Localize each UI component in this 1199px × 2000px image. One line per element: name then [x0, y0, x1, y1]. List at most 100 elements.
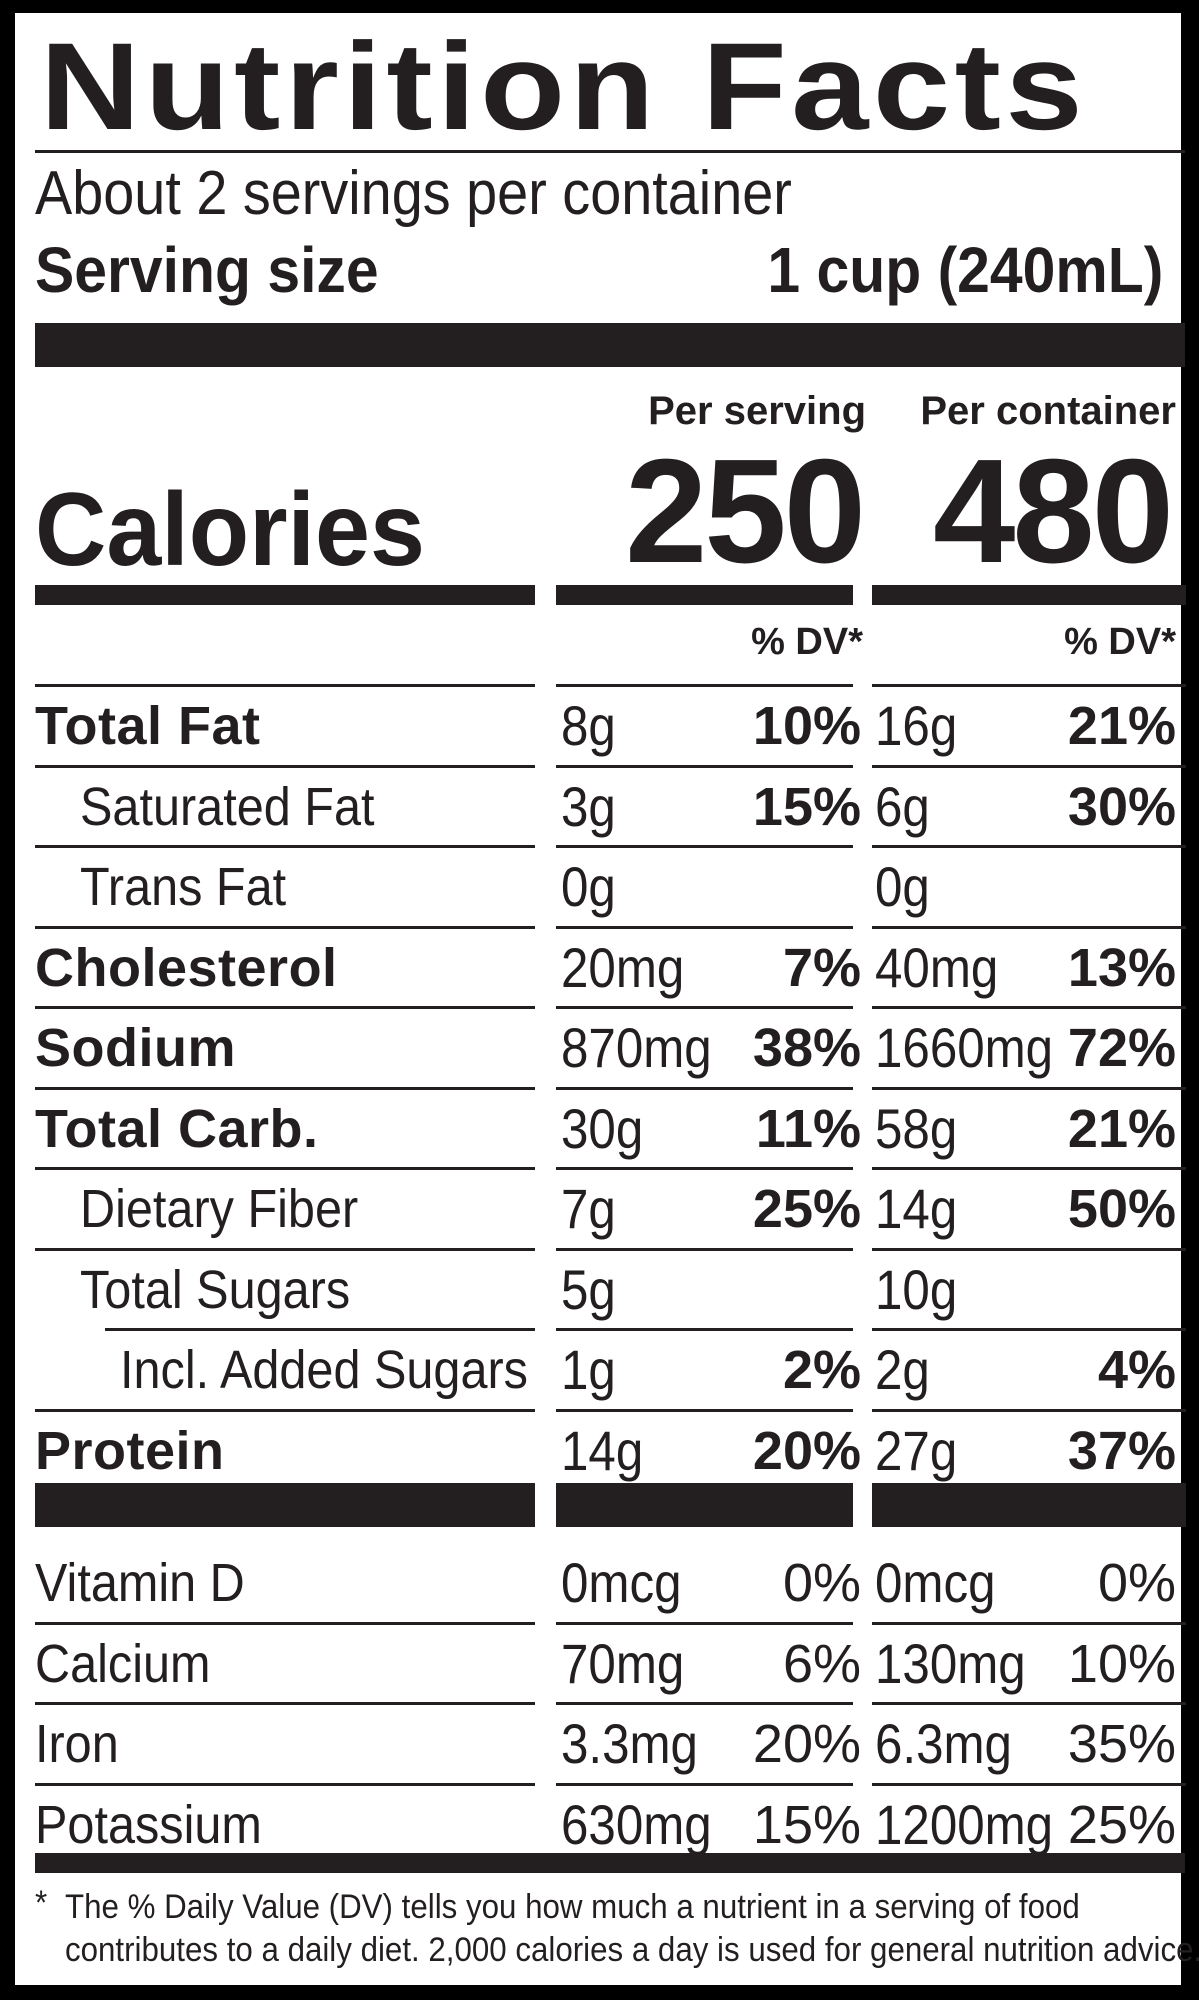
per-serving-dv: 20%	[752, 1714, 861, 1775]
calories-per-container: 480	[933, 429, 1174, 594]
per-serving-amount: 0mcg	[561, 1551, 682, 1615]
per-serving-dv: 25%	[752, 1179, 861, 1240]
per-serving-dv: 7%	[782, 937, 861, 998]
row-divider	[872, 1247, 1186, 1251]
per-container-amount: 27g	[875, 1418, 958, 1482]
row-divider	[872, 925, 1186, 929]
per-serving-amount: 8g	[561, 694, 616, 758]
per-serving-amount: 0g	[561, 855, 616, 919]
row-divider	[556, 764, 853, 768]
per-container-amount: 130mg	[875, 1631, 1026, 1695]
per-container-dv: 13%	[1067, 937, 1176, 998]
per-container-amount: 10g	[875, 1257, 958, 1321]
calories-bar-label	[35, 585, 535, 605]
vitamin-row: Potassium 630mg 15% 1200mg 25%	[15, 1785, 1181, 1866]
nutrient-label: Iron	[35, 1714, 119, 1775]
row-divider	[556, 1086, 853, 1090]
per-serving-amount: 630mg	[561, 1792, 712, 1856]
row-divider	[556, 1621, 853, 1625]
nutrient-label: Cholesterol	[35, 937, 338, 998]
nutrient-label: Total Carb.	[35, 1098, 319, 1159]
per-container-amount: 0mcg	[875, 1551, 996, 1615]
per-container-dv: 25%	[1067, 1794, 1176, 1855]
nutrient-label: Incl. Added Sugars	[120, 1340, 528, 1401]
per-container-amount: 1660mg	[875, 1016, 1054, 1080]
label-title: Nutrition Facts	[40, 18, 1088, 156]
per-serving-dv: 20%	[752, 1420, 861, 1481]
row-divider	[35, 1247, 535, 1251]
nutrient-row: Incl. Added Sugars 1g 2% 2g 4%	[15, 1330, 1181, 1411]
nutrition-facts-panel: Nutrition Facts About 2 servings per con…	[15, 13, 1199, 1985]
nutrient-row: Total Sugars 5g 10g	[15, 1250, 1181, 1331]
per-serving-dv: 10%	[752, 696, 861, 757]
row-divider	[556, 925, 853, 929]
per-container-dv: 21%	[1067, 1098, 1176, 1159]
calories-label: Calories	[35, 472, 425, 588]
vitamin-row: Iron 3.3mg 20% 6.3mg 35%	[15, 1704, 1181, 1785]
per-container-dv: 10%	[1067, 1633, 1176, 1694]
per-container-amount: 0g	[875, 855, 930, 919]
per-container-amount: 6g	[875, 774, 930, 838]
row-divider	[872, 1328, 1186, 1331]
per-container-amount: 2g	[875, 1338, 930, 1402]
row-divider	[35, 1782, 535, 1786]
row-divider	[35, 764, 535, 768]
calories-bar-serving	[556, 585, 853, 605]
row-divider	[872, 764, 1186, 768]
footnote-line-1: The % Daily Value (DV) tells you how muc…	[65, 1888, 1080, 1926]
row-divider	[105, 1328, 535, 1331]
row-divider	[556, 1247, 853, 1251]
nutrient-row: Dietary Fiber 7g 25% 14g 50%	[15, 1169, 1181, 1250]
title-rule	[35, 150, 1185, 153]
per-container-dv: 4%	[1097, 1340, 1176, 1401]
per-container-dv: 0%	[1097, 1553, 1176, 1614]
serving-size-label: Serving size	[35, 234, 379, 306]
row-divider	[35, 1702, 535, 1705]
per-container-header: Per container	[920, 389, 1176, 433]
nutrient-label: Sodium	[35, 1018, 236, 1079]
calories-bar-container	[872, 585, 1186, 605]
nutrient-label: Protein	[35, 1420, 225, 1481]
per-container-dv: 35%	[1067, 1714, 1176, 1775]
row-divider	[35, 925, 535, 929]
nutrient-label: Saturated Fat	[80, 776, 375, 837]
row-divider	[556, 1782, 853, 1786]
row-divider	[35, 1167, 535, 1170]
per-container-amount: 14g	[875, 1177, 958, 1241]
per-container-amount: 1200mg	[875, 1792, 1054, 1856]
per-container-amount: 58g	[875, 1096, 958, 1160]
nutrient-row: Trans Fat 0g 0g	[15, 847, 1181, 928]
per-serving-header: Per serving	[648, 389, 866, 433]
servings-per-container: About 2 servings per container	[35, 159, 792, 228]
per-serving-dv: 15%	[752, 1794, 861, 1855]
row-divider	[35, 1086, 535, 1090]
nutrient-label: Dietary Fiber	[80, 1179, 359, 1240]
per-serving-amount: 5g	[561, 1257, 616, 1321]
row-divider	[556, 1167, 853, 1170]
per-container-dv: 50%	[1067, 1179, 1176, 1240]
per-serving-dv: 15%	[752, 776, 861, 837]
row-divider	[872, 1702, 1186, 1705]
row-divider	[35, 1408, 535, 1412]
per-serving-amount: 3.3mg	[561, 1712, 698, 1776]
nutrient-label: Total Sugars	[80, 1259, 351, 1320]
vitamin-row: Calcium 70mg 6% 130mg 10%	[15, 1624, 1181, 1705]
dv-header-serving: % DV*	[751, 621, 863, 663]
nutrient-label: Trans Fat	[80, 857, 287, 918]
serving-size-value: 1 cup (240mL)	[767, 234, 1163, 306]
calories-per-serving: 250	[625, 429, 866, 594]
row-divider	[872, 845, 1186, 848]
per-container-amount: 16g	[875, 694, 958, 758]
per-serving-dv: 0%	[782, 1553, 861, 1614]
dv-header-container: % DV*	[1064, 621, 1176, 663]
per-container-amount: 6.3mg	[875, 1712, 1012, 1776]
per-serving-amount: 30g	[561, 1096, 644, 1160]
row-divider	[872, 1782, 1186, 1786]
nutrient-row: Saturated Fat 3g 15% 6g 30%	[15, 767, 1181, 848]
footnote-divider	[35, 1853, 1185, 1873]
vitamin-bar-serving	[556, 1483, 853, 1527]
nutrient-row: Total Carb. 30g 11% 58g 21%	[15, 1089, 1181, 1170]
row-divider	[556, 1006, 853, 1009]
row-divider	[556, 1408, 853, 1412]
row-divider	[556, 845, 853, 848]
